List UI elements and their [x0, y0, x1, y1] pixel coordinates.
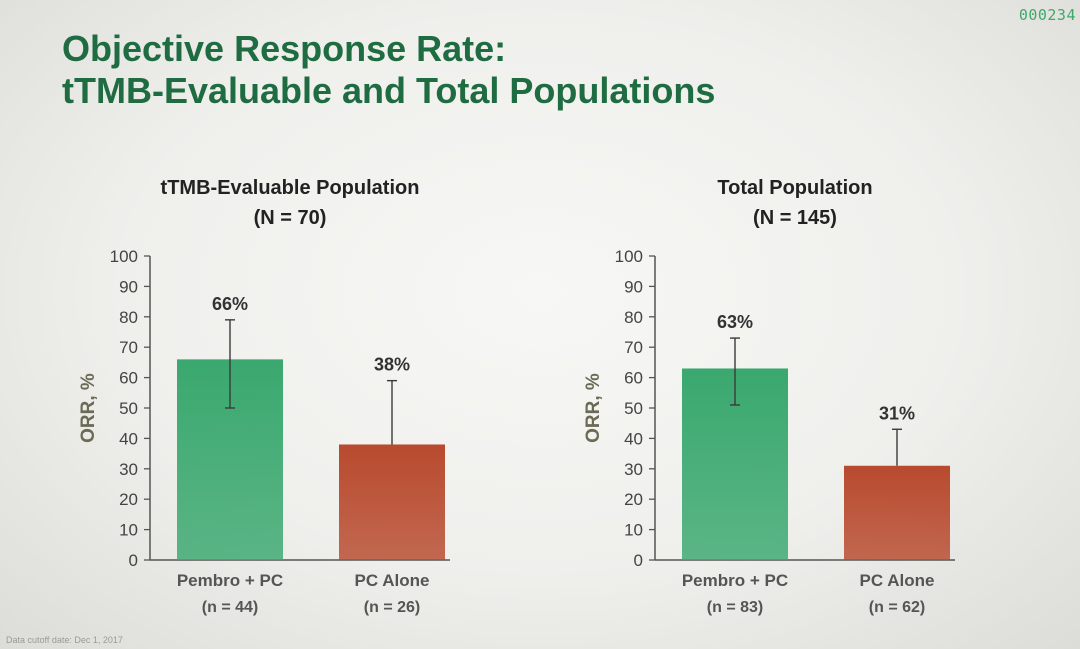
y-tick-label: 60 [119, 369, 138, 388]
y-tick-label: 0 [634, 551, 643, 570]
slide-counter: 000234 [1018, 6, 1076, 24]
chart-total-population: Total Population (N = 145) ORR, % 0 10 20 30 40… [575, 172, 1015, 632]
y-tick-label: 20 [624, 490, 643, 509]
chart-tmb-evaluable: tTMB-Evaluable Population (N = 70) ORR, % 0… [70, 172, 510, 632]
y-tick-label: 80 [119, 308, 138, 327]
y-tick-label: 100 [615, 247, 643, 266]
chart-title: tTMB-Evaluable Population [161, 177, 420, 199]
slide-title: Objective Response Rate: tTMB-Evaluable … [62, 28, 715, 112]
y-tick-label: 50 [624, 399, 643, 418]
title-line-2: tTMB-Evaluable and Total Populations [62, 70, 716, 111]
data-cutoff-footnote: Data cutoff date: Dec 1, 2017 [6, 635, 123, 645]
y-tick-label: 70 [119, 338, 138, 357]
y-tick-label: 40 [624, 429, 643, 448]
chart-tmb-evaluable-svg: tTMB-Evaluable Population (N = 70) ORR, % 0… [78, 177, 450, 616]
y-tick-label: 70 [624, 338, 643, 357]
chart-subtitle: (N = 145) [753, 207, 837, 229]
chart-total-population-svg: Total Population (N = 145) ORR, % 0 10 20 30 40… [583, 177, 955, 616]
y-tick-label: 10 [624, 521, 643, 540]
y-tick-label: 0 [129, 551, 138, 570]
y-tick-label: 10 [119, 521, 138, 540]
y-tick-label: 30 [624, 460, 643, 479]
y-tick-label: 60 [624, 369, 643, 388]
category-sublabel: (n = 26) [364, 599, 420, 616]
value-label: 66% [212, 294, 248, 314]
category-sublabel: (n = 83) [707, 599, 763, 616]
bar-pc-alone [339, 444, 445, 560]
y-tick-label: 90 [624, 277, 643, 296]
category-label: PC Alone [860, 571, 935, 590]
chart-title: Total Population [717, 177, 872, 199]
chart-subtitle: (N = 70) [254, 207, 327, 229]
value-label: 31% [879, 403, 915, 423]
category-sublabel: (n = 62) [869, 599, 925, 616]
y-tick-label: 20 [119, 490, 138, 509]
y-tick-label: 30 [119, 460, 138, 479]
title-line-1: Objective Response Rate: [62, 28, 507, 69]
y-tick-label: 100 [110, 247, 138, 266]
y-tick-label: 50 [119, 399, 138, 418]
category-sublabel: (n = 44) [202, 599, 258, 616]
category-label: Pembro + PC [177, 571, 283, 590]
y-tick-label: 80 [624, 308, 643, 327]
y-tick-label: 90 [119, 277, 138, 296]
value-label: 38% [374, 355, 410, 375]
value-label: 63% [717, 312, 753, 332]
category-label: Pembro + PC [682, 571, 788, 590]
bar-pc-alone [844, 465, 950, 560]
y-axis-label: ORR, % [78, 373, 99, 443]
y-tick-label: 40 [119, 429, 138, 448]
category-label: PC Alone [355, 571, 430, 590]
y-axis-label: ORR, % [583, 373, 604, 443]
